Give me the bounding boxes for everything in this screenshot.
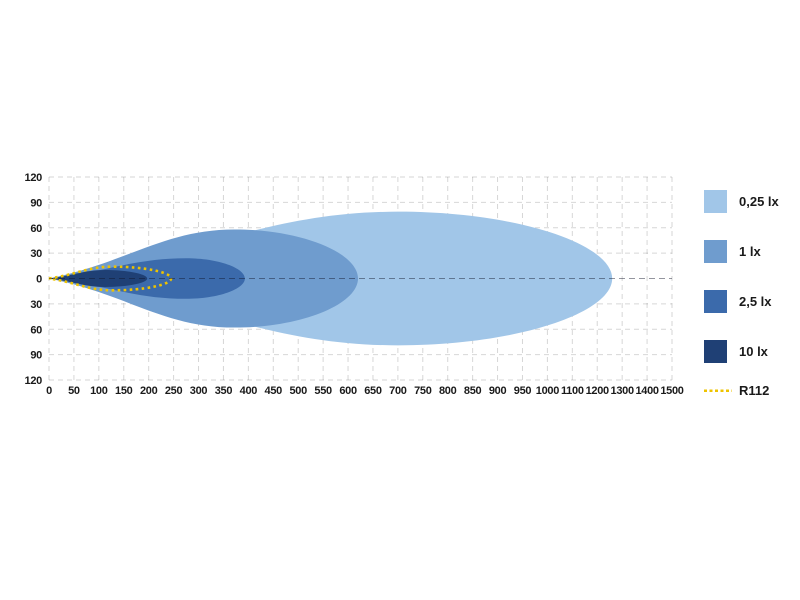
legend-color-swatch (704, 240, 727, 263)
x-tick-label: 100 (90, 385, 108, 397)
x-tick-label: 400 (240, 385, 258, 397)
x-tick-label: 150 (115, 385, 133, 397)
x-tick-label: 1100 (561, 385, 584, 397)
x-tick-label: 550 (314, 385, 332, 397)
legend-item: 0,25 lx (704, 190, 779, 213)
x-tick-label: 1300 (611, 385, 634, 397)
x-tick-label: 700 (389, 385, 407, 397)
x-tick-label: 900 (489, 385, 507, 397)
r112-reference-outline (48, 265, 173, 292)
x-tick-label: 250 (165, 385, 183, 397)
legend-label: 10 lx (739, 344, 768, 359)
legend-item: 2,5 lx (704, 290, 779, 313)
x-tick-label: 50 (68, 385, 80, 397)
x-tick-label: 750 (414, 385, 432, 397)
x-tick-label: 450 (265, 385, 283, 397)
x-tick-label: 950 (514, 385, 532, 397)
y-tick-label: 120 (25, 375, 43, 387)
legend-item-r112: R112 (704, 381, 779, 399)
y-tick-label: 120 (25, 172, 43, 184)
legend-label: 0,25 lx (739, 194, 779, 209)
x-tick-label: 350 (215, 385, 233, 397)
y-tick-label: 30 (30, 248, 42, 260)
r112-dashed-line-icon (704, 389, 732, 392)
legend-color-swatch (704, 340, 727, 363)
x-tick-label: 650 (364, 385, 382, 397)
legend-label: 2,5 lx (739, 294, 772, 309)
x-tick-label: 850 (464, 385, 482, 397)
x-tick-label: 500 (289, 385, 307, 397)
x-tick-label: 200 (140, 385, 158, 397)
y-tick-label: 0 (36, 274, 42, 286)
x-tick-label: 1400 (635, 385, 658, 397)
y-tick-label: 60 (30, 223, 42, 235)
legend-label-r112: R112 (739, 382, 770, 398)
r112-outline (48, 265, 173, 292)
y-tick-label: 90 (30, 350, 42, 362)
x-tick-label: 800 (439, 385, 457, 397)
chart-legend: 0,25 lx 1 lx 2,5 lx 10 lx R112 (704, 190, 779, 399)
y-tick-label: 90 (30, 197, 42, 209)
legend-color-swatch (704, 190, 727, 213)
legend-item: 10 lx (704, 340, 779, 363)
legend-label: 1 lx (739, 244, 761, 259)
x-axis-tick-labels: 0 50 100 150 200 250 300 350 400 450 500 550 600 650 7… (46, 385, 684, 397)
legend-color-swatch (704, 290, 727, 313)
y-tick-label: 30 (30, 299, 42, 311)
x-tick-label: 0 (46, 385, 52, 397)
x-tick-label: 1500 (660, 385, 683, 397)
legend-item: 1 lx (704, 240, 779, 263)
y-axis-tick-labels: 120 90 60 30 0 30 60 90 120 (25, 172, 43, 387)
x-tick-label: 300 (190, 385, 208, 397)
x-tick-label: 1000 (536, 385, 559, 397)
x-tick-label: 600 (339, 385, 357, 397)
y-tick-label: 60 (30, 324, 42, 336)
x-tick-label: 1200 (586, 385, 609, 397)
